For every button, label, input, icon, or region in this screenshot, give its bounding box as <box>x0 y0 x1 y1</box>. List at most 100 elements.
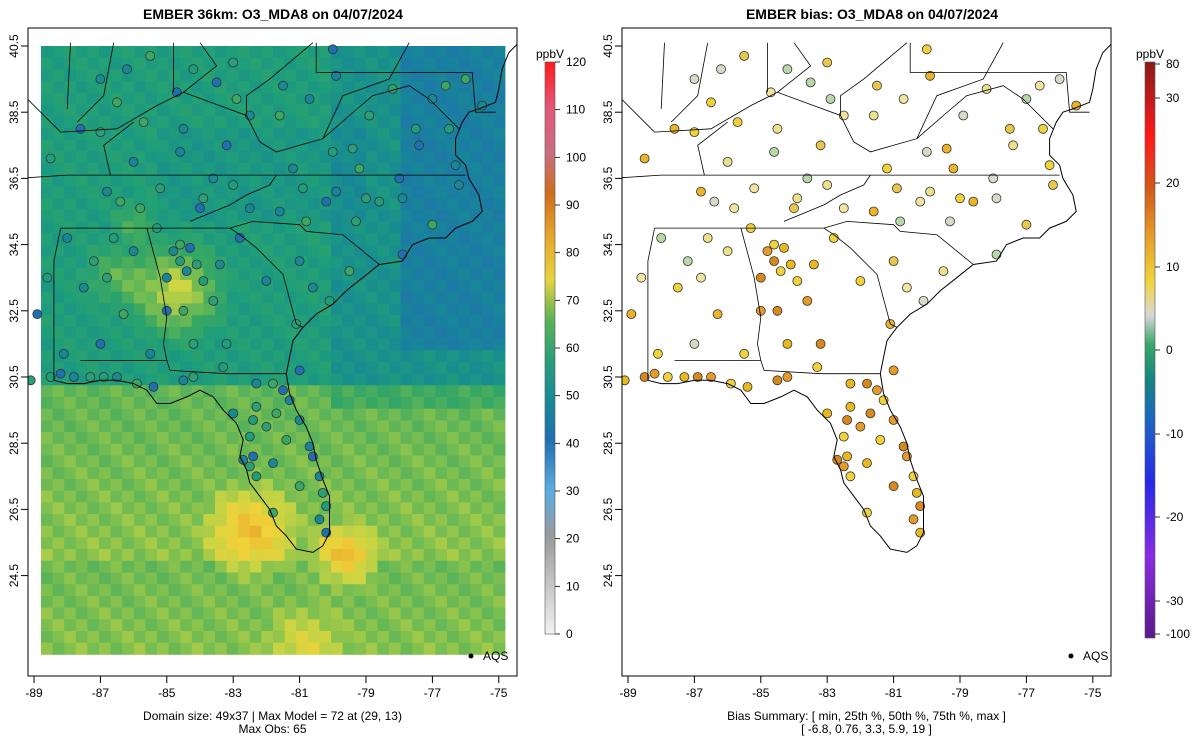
model-grid-cell <box>423 420 436 433</box>
model-grid-cell <box>168 490 181 503</box>
model-grid-cell <box>377 631 390 644</box>
model-grid-cell <box>342 642 355 655</box>
model-grid-cell <box>180 595 193 608</box>
model-grid-cell <box>145 315 158 328</box>
model-grid-cell <box>481 198 494 211</box>
model-grid-cell <box>249 560 262 573</box>
aqs-bias-marker <box>669 123 680 134</box>
model-grid-cell <box>400 642 413 655</box>
model-grid-cell <box>180 525 193 538</box>
model-grid-cell <box>64 291 77 304</box>
model-grid-cell <box>296 233 309 246</box>
model-grid-cell <box>41 525 53 538</box>
model-grid-cell <box>122 537 135 550</box>
model-grid-cell <box>273 69 285 82</box>
model-grid-cell <box>238 385 251 398</box>
model-grid-cell <box>215 455 227 468</box>
model-grid-cell <box>423 443 436 456</box>
model-grid-cell <box>157 198 169 211</box>
model-grid-cell <box>493 198 506 211</box>
model-grid-cell <box>52 432 65 445</box>
model-grid-cell <box>365 478 378 491</box>
model-grid-cell <box>493 315 506 328</box>
model-grid-cell <box>470 139 483 152</box>
model-grid-cell <box>296 572 309 585</box>
model-grid-cell <box>157 490 169 503</box>
y-tick-label: 32.5 <box>7 299 21 323</box>
model-grid-cell <box>435 607 448 620</box>
model-grid-cell <box>191 432 204 445</box>
colorbar-tick-label: 60 <box>566 341 580 355</box>
model-grid-cell <box>481 127 494 140</box>
model-grid-cell <box>307 595 320 608</box>
model-grid-cell <box>319 584 332 597</box>
model-grid-cell <box>52 46 65 59</box>
aqs-bias-marker <box>875 434 886 445</box>
aqs-station-marker <box>188 372 199 382</box>
model-grid-cell <box>133 397 146 410</box>
model-grid-cell <box>493 595 506 608</box>
model-grid-cell <box>331 595 343 608</box>
model-grid-cell <box>365 373 378 386</box>
aqs-station-marker <box>108 233 119 243</box>
model-grid-cell <box>238 619 251 632</box>
model-grid-cell <box>354 69 367 82</box>
model-grid-cell <box>377 537 390 550</box>
model-grid-cell <box>296 303 309 316</box>
model-grid-cell <box>64 268 77 281</box>
model-grid-cell <box>435 631 448 644</box>
model-grid-cell <box>481 174 494 187</box>
model-grid-cell <box>226 303 239 316</box>
aqs-station-marker <box>178 123 189 134</box>
model-grid-cell <box>435 198 448 211</box>
model-grid-cell <box>168 315 181 328</box>
state-boundary <box>909 42 1090 113</box>
model-grid-cell <box>273 233 285 246</box>
model-grid-cell <box>331 233 343 246</box>
model-grid-cell <box>226 584 239 597</box>
model-grid-cell <box>203 607 216 620</box>
model-grid-cell <box>389 537 401 550</box>
model-grid-cell <box>284 92 297 105</box>
model-grid-cell <box>226 350 239 363</box>
left-caption: Domain size: 49x37 | Max Model = 72 at (… <box>28 710 517 736</box>
model-grid-cell <box>41 560 53 573</box>
state-boundary <box>622 85 1054 153</box>
model-grid-cell <box>191 631 204 644</box>
model-grid-cell <box>64 116 77 129</box>
model-grid-cell <box>331 537 343 550</box>
model-grid-cell <box>435 221 448 234</box>
model-grid-cell <box>238 268 251 281</box>
model-grid-cell <box>481 420 494 433</box>
aqs-bias-marker <box>872 385 882 396</box>
left-plot-frame <box>27 27 518 677</box>
model-grid-cell <box>249 631 262 644</box>
model-grid-cell <box>354 595 367 608</box>
model-grid-cell <box>365 280 378 293</box>
model-grid-cell <box>389 186 401 199</box>
model-grid-cell <box>133 572 146 585</box>
model-grid-cell <box>203 127 216 140</box>
model-grid-cell <box>331 432 343 445</box>
model-grid-cell <box>203 595 216 608</box>
aqs-bias-marker <box>689 74 700 84</box>
model-grid-cell <box>354 256 367 269</box>
model-grid-cell <box>203 256 216 269</box>
model-grid-cell <box>447 631 459 644</box>
model-grid-cell <box>168 455 181 468</box>
aqs-station-marker <box>440 80 451 91</box>
model-grid-cell <box>389 385 401 398</box>
model-grid-cell <box>273 514 285 527</box>
x-tick-label: -81 <box>885 686 903 700</box>
y-tick-label: 24.5 <box>601 564 615 588</box>
model-grid-cell <box>400 326 413 339</box>
model-grid-cell <box>458 244 471 257</box>
model-grid-cell <box>145 631 158 644</box>
model-grid-cell <box>99 584 111 597</box>
model-grid-cell <box>41 595 53 608</box>
model-grid-cell <box>64 549 77 562</box>
model-grid-cell <box>319 280 332 293</box>
model-grid-cell <box>365 244 378 257</box>
model-grid-cell <box>296 385 309 398</box>
model-grid-cell <box>191 326 204 339</box>
